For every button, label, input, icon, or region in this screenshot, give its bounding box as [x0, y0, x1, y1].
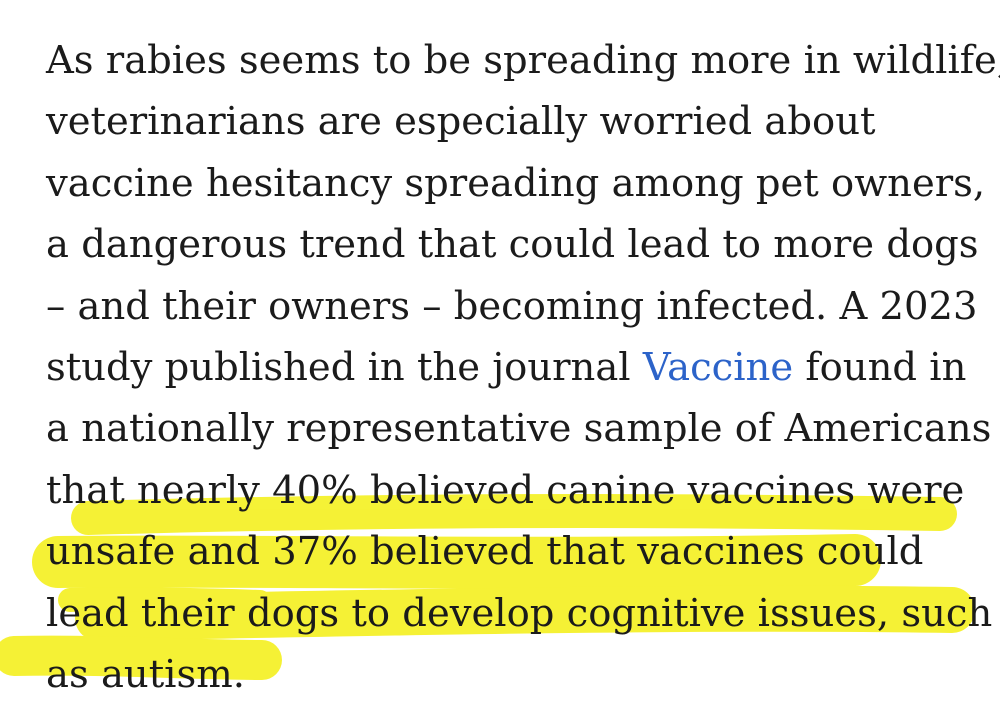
- text-line: a nationally representative sample of Am…: [46, 406, 992, 452]
- article-paragraph: As rabies seems to be spreading more in …: [46, 30, 1000, 705]
- text-line: that nearly 40% believed canine vaccines…: [46, 467, 965, 513]
- text-line: veterinarians are especially worried abo…: [46, 99, 876, 145]
- text-line: a dangerous trend that could lead to mor…: [46, 222, 979, 268]
- vaccine-journal-link[interactable]: Vaccine: [642, 344, 794, 390]
- text-segment: found in: [793, 344, 967, 390]
- text-line: unsafe and 37% believed that vaccines co…: [46, 529, 924, 575]
- text-line: – and their owners – becoming infected. …: [46, 283, 978, 329]
- text-segment: study published in the journal: [46, 344, 643, 390]
- text-line: vaccine hesitancy spreading among pet ow…: [46, 160, 986, 206]
- text-line: lead their dogs to develop cognitive iss…: [46, 590, 993, 636]
- text-line-with-link: study published in the journal Vaccine f…: [46, 337, 986, 398]
- text-line: As rabies seems to be spreading more in …: [46, 38, 1000, 83]
- text-line: as autism.: [46, 651, 245, 697]
